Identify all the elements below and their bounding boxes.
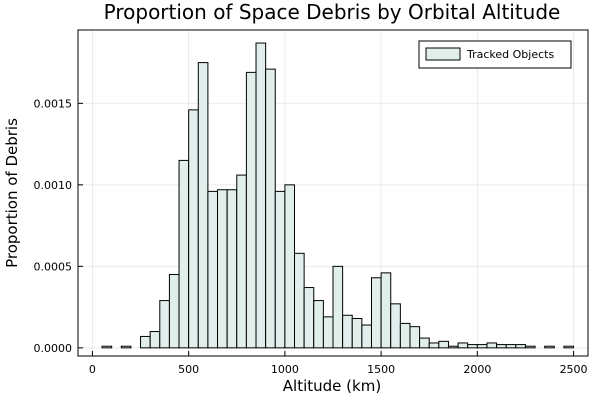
bars [101,42,575,349]
histogram-bar [476,344,488,349]
histogram-bar [447,345,459,349]
histogram-bar [207,190,219,349]
histogram-bar [409,326,421,349]
histogram-bar [457,342,469,349]
histogram-bar [563,345,575,349]
histogram-bar [351,318,363,349]
histogram-bar [159,300,170,349]
histogram-bar [294,252,305,349]
histogram-bar [101,345,113,349]
x-axis-label: Altitude (km) [283,377,381,395]
histogram-bar [524,345,536,349]
histogram-bar [197,62,209,349]
chart-title: Proportion of Space Debris by Orbital Al… [104,0,561,24]
x-tick-label: 2500 [560,363,588,376]
legend: Tracked Objects [418,40,572,69]
histogram-bar [467,344,478,349]
histogram-bar [370,277,382,349]
x-tick-label: 2000 [463,363,491,376]
histogram-bar [255,42,267,349]
x-tick-label: 1000 [271,363,299,376]
histogram-bar [380,272,392,349]
histogram-bar [390,303,401,349]
x-axis: 0 500 1000 1500 2000 2500 [89,351,588,376]
histogram-bar [428,342,440,349]
histogram-bar [515,344,526,349]
plot-frame [77,29,589,357]
histogram-bar [274,190,286,349]
y-tick-label: 0.0005 [34,260,73,273]
histogram-bar [303,287,315,349]
legend-swatch [425,47,461,61]
histogram-bar [313,300,324,349]
histogram-bar [496,344,507,349]
histogram-bar [322,316,334,349]
histogram-bar [245,71,257,349]
histogram-bar [419,337,430,349]
histogram-bar [332,265,344,349]
y-tick-label: 0.0000 [34,342,73,355]
y-tick-label: 0.0015 [34,97,73,110]
histogram-bar [188,109,199,349]
histogram-bar [178,159,190,349]
histogram-bar [399,322,411,349]
histogram-bar [140,335,151,349]
histogram-bar [226,189,238,349]
x-tick-label: 500 [178,363,199,376]
histogram-bar [342,314,353,349]
histogram-bar [438,340,449,349]
histogram-bar [168,274,180,349]
histogram-bar [217,189,228,349]
histogram-bar [149,331,161,349]
y-axis: 0.0000 0.0005 0.0010 0.0015 [34,97,83,355]
x-tick-label: 1500 [367,363,395,376]
legend-label: Tracked Objects [466,48,554,61]
histogram-bar [120,345,132,349]
histogram-bar [284,184,296,349]
y-tick-label: 0.0010 [34,179,73,192]
histogram-bar [361,324,372,349]
histogram-bar [505,344,517,349]
y-axis-label: Proportion of Debris [3,118,21,268]
histogram-bar [486,342,498,349]
histogram-bar [265,68,276,349]
x-tick-label: 0 [89,363,96,376]
histogram-bar [544,345,555,349]
histogram-bar [236,174,247,349]
